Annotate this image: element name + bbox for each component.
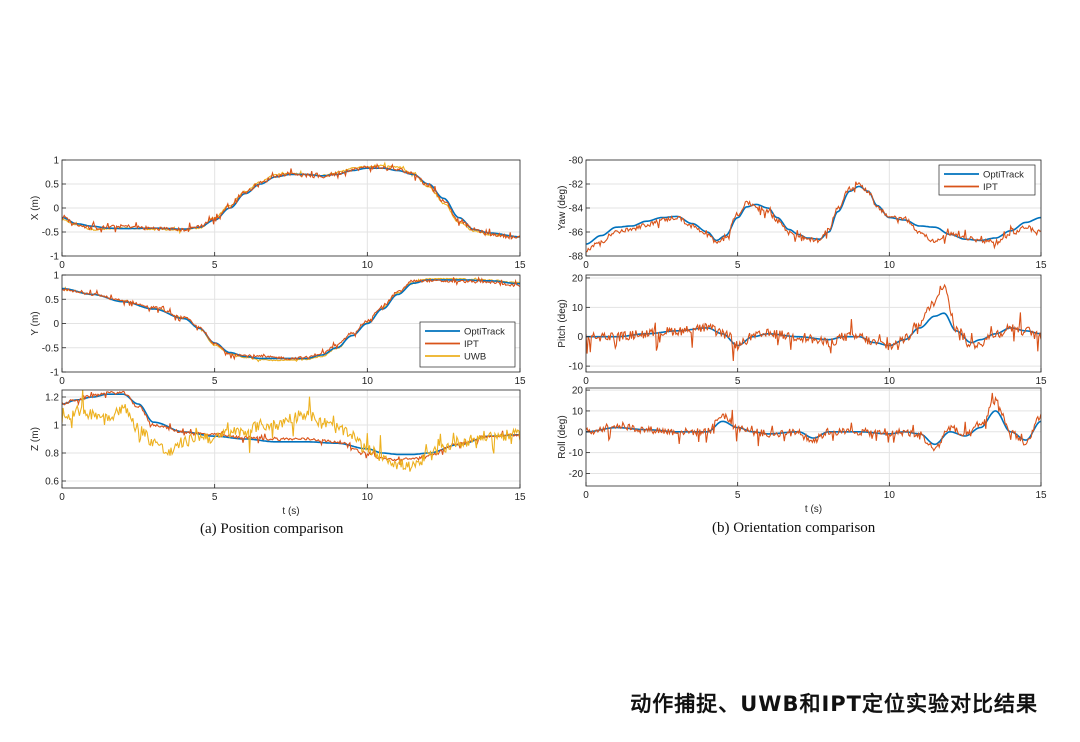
y-axis-label: Z (m) (30, 427, 41, 451)
y-tick-label: -10 (569, 362, 584, 373)
caption-position: (a) Position comparison (200, 521, 344, 537)
y-axis-label: Yaw (deg) (557, 186, 568, 231)
x-tick-label: 0 (583, 260, 589, 271)
x-tick-label: 10 (362, 492, 374, 503)
y-tick-label: -80 (569, 156, 584, 167)
y-tick-label: 0.8 (45, 449, 59, 460)
y-tick-label: 0 (577, 332, 583, 343)
y-tick-label: 10 (572, 406, 584, 417)
axes-frame (585, 274, 1042, 373)
series-optitrack-line (586, 185, 1041, 245)
x-tick-label: 0 (583, 490, 589, 501)
x-tick-label: 0 (59, 492, 65, 503)
y-tick-label: 0 (53, 204, 59, 215)
y-tick-label: -0.5 (42, 228, 60, 239)
y-tick-label: -82 (569, 180, 584, 191)
x-tick-label: 5 (212, 492, 218, 503)
subplot-a-2: 0 5 10 15 0.6 0.8 1 1.2 Z (m) t (s) (30, 389, 526, 517)
x-axis-label: t (s) (282, 506, 299, 517)
x-tick-label: 15 (1035, 490, 1047, 501)
x-tick-label: 5 (212, 376, 218, 387)
axes-frame (61, 389, 521, 489)
x-tick-label: 15 (1035, 260, 1047, 271)
subplot-a-0: 0 5 10 15 -1 -0.5 0 0.5 1 X (m) (30, 156, 526, 272)
x-tick-label: 15 (1035, 376, 1047, 387)
y-tick-label: 1.2 (45, 393, 59, 404)
series-optitrack-line (62, 167, 520, 238)
y-tick-label: 1 (53, 421, 59, 432)
x-tick-label: 10 (362, 376, 374, 387)
y-tick-label: 0 (53, 319, 59, 330)
y-tick-label: -1 (50, 252, 59, 263)
y-tick-label: -10 (569, 448, 584, 459)
axes-frame (585, 387, 1042, 487)
y-tick-label: -88 (569, 252, 584, 263)
x-tick-label: 0 (583, 376, 589, 387)
y-tick-label: -1 (50, 368, 59, 379)
y-tick-label: 10 (572, 303, 584, 314)
series-ipt-line (62, 162, 520, 240)
y-tick-label: 20 (572, 386, 584, 397)
y-tick-label: 0.5 (45, 180, 59, 191)
x-tick-label: 10 (362, 260, 374, 271)
x-tick-label: 5 (735, 490, 741, 501)
y-axis-label: X (m) (30, 196, 41, 220)
x-axis-label: t (s) (805, 504, 822, 515)
x-tick-label: 10 (884, 376, 896, 387)
legend-label-optitrack: OptiTrack (983, 170, 1024, 181)
y-tick-label: 0.5 (45, 295, 59, 306)
y-tick-label: -86 (569, 228, 584, 239)
legend-label-ipt: IPT (983, 182, 998, 193)
x-tick-label: 0 (59, 260, 65, 271)
x-tick-label: 15 (514, 260, 526, 271)
y-tick-label: 1 (53, 271, 59, 282)
x-tick-label: 10 (884, 490, 896, 501)
series-ipt-line (586, 392, 1041, 452)
y-tick-label: -20 (569, 469, 584, 480)
y-axis-label: Pitch (deg) (557, 299, 568, 347)
series-ipt-line (62, 276, 520, 361)
y-tick-label: 0.6 (45, 477, 59, 488)
y-tick-label: -84 (569, 204, 584, 215)
subplot-b-2: 0 5 10 15 -20 -10 0 10 20 Roll (deg) t (s) (557, 386, 1047, 515)
x-tick-label: 10 (884, 260, 896, 271)
x-tick-label: 5 (735, 260, 741, 271)
x-tick-label: 15 (514, 492, 526, 503)
x-tick-label: 5 (212, 260, 218, 271)
caption-orientation: (b) Orientation comparison (712, 520, 876, 536)
y-tick-label: 1 (53, 156, 59, 167)
y-tick-label: 0 (577, 427, 583, 438)
legend-label-ipt: IPT (464, 339, 479, 350)
y-tick-label: -0.5 (42, 343, 60, 354)
series-ipt-line (586, 283, 1041, 362)
footer-title: 动作捕捉、UWB和IPT定位实验对比结果 (630, 692, 1038, 716)
legend-label-optitrack: OptiTrack (464, 327, 505, 338)
y-axis-label: Roll (deg) (557, 415, 568, 458)
subplot-b-0: 0 5 10 15 -88 -86 -84 -82 -80 Yaw (deg) OptiTrackI… (557, 156, 1047, 272)
x-tick-label: 15 (514, 376, 526, 387)
subplot-b-1: 0 5 10 15 -10 0 10 20 Pitch (deg) (557, 273, 1047, 387)
x-tick-label: 0 (59, 376, 65, 387)
series-ipt-line (586, 181, 1041, 253)
y-tick-label: 20 (572, 273, 584, 284)
legend-label-uwb: UWB (464, 352, 486, 363)
x-tick-label: 5 (735, 376, 741, 387)
y-axis-label: Y (m) (30, 311, 41, 335)
series-uwb-line (62, 390, 520, 472)
series-ipt-line (62, 390, 520, 466)
